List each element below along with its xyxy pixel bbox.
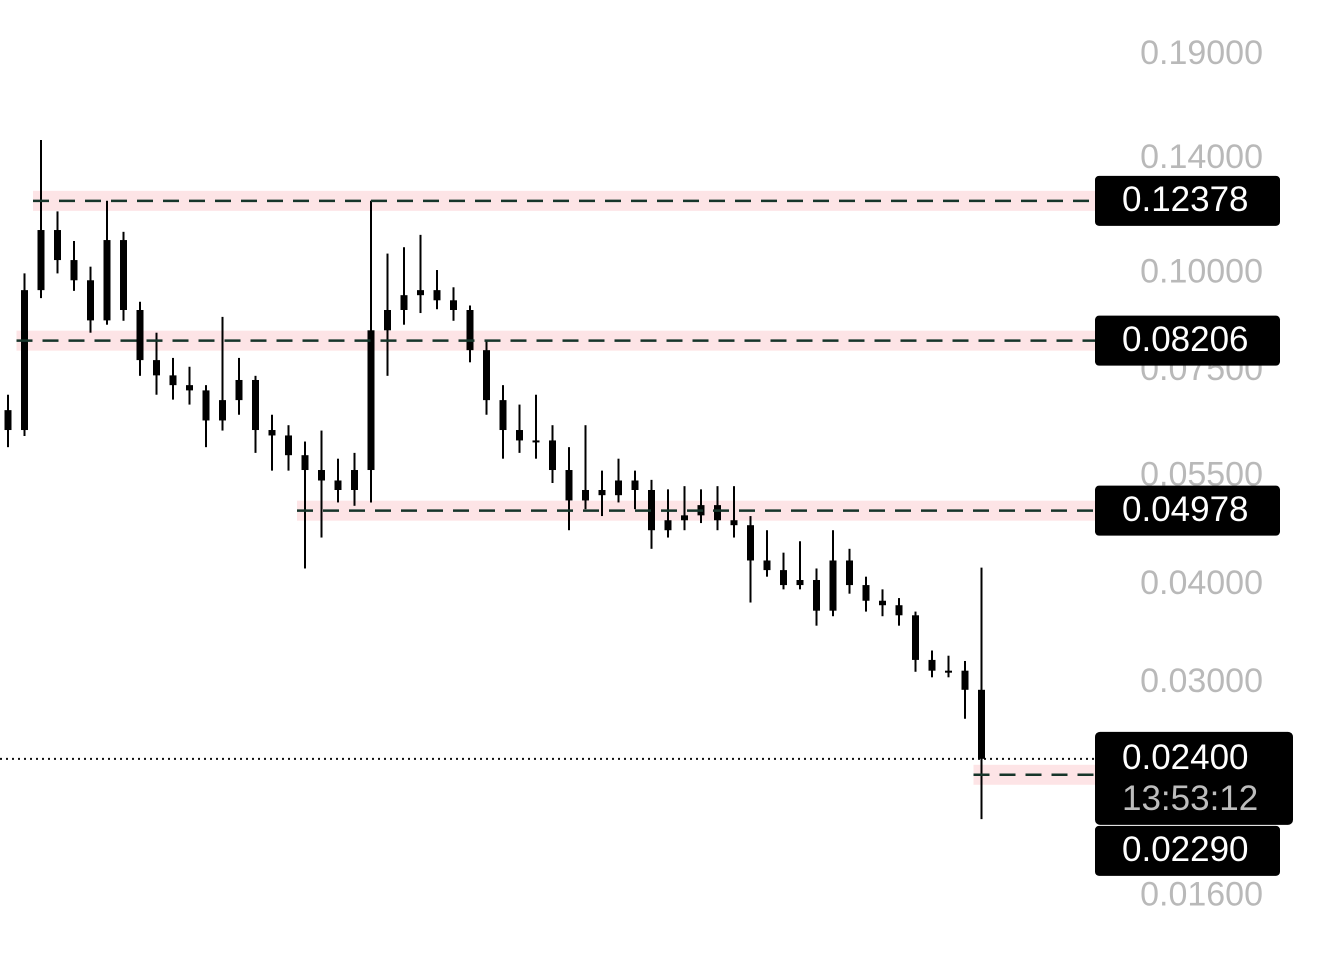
candle-body <box>780 570 787 586</box>
price-label: 0.08206 <box>1122 320 1249 359</box>
candle-body <box>598 489 606 496</box>
price-label-box <box>1095 315 1280 366</box>
candle-body <box>582 489 589 501</box>
candle-body <box>846 560 853 586</box>
price-label-box <box>1095 175 1280 226</box>
price-label: 0.02290 <box>1122 830 1249 869</box>
candle-body <box>466 309 474 351</box>
candle-body <box>268 430 276 436</box>
y-tick-label: 0.14000 <box>1140 138 1263 176</box>
candle-body <box>103 240 111 321</box>
candle-body <box>499 400 507 431</box>
candle-body <box>829 560 837 611</box>
candle-body <box>169 375 177 386</box>
y-tick-label: 0.10000 <box>1140 252 1263 290</box>
candle-body <box>945 670 952 673</box>
candle-body <box>70 260 78 281</box>
candle-body <box>747 525 754 561</box>
candle-body <box>285 435 292 456</box>
candle-body <box>21 290 28 431</box>
last-price-label: 0.02400 <box>1122 738 1249 777</box>
candle-body <box>813 580 820 611</box>
candle-body <box>4 410 12 431</box>
candle-body <box>516 430 523 441</box>
price-label: 0.12378 <box>1122 180 1249 219</box>
y-tick-label: 0.04000 <box>1140 564 1263 602</box>
candle-body <box>879 600 886 606</box>
candle-body <box>796 580 804 586</box>
candle-body <box>400 295 408 310</box>
candle-body <box>681 515 688 521</box>
candle-body <box>648 489 655 531</box>
countdown: 13:53:12 <box>1122 779 1258 818</box>
candle-body <box>301 455 309 471</box>
candle-body <box>417 290 424 296</box>
price-label-box <box>1095 485 1280 536</box>
candle-body <box>928 659 936 671</box>
candle-body <box>120 240 127 310</box>
price-label-box <box>1095 825 1280 876</box>
candle-body <box>763 560 771 571</box>
y-tick-label: 0.03000 <box>1140 662 1263 700</box>
candle-body <box>895 605 903 616</box>
candle-body <box>318 470 325 481</box>
y-tick-label: 0.01600 <box>1140 876 1263 914</box>
price-band <box>16 330 1095 351</box>
candle-body <box>54 230 61 261</box>
candle-body <box>961 670 969 690</box>
candle-body <box>664 520 672 531</box>
candle-body <box>978 689 985 759</box>
candle-body <box>367 330 375 471</box>
candle-body <box>384 309 391 331</box>
candle-body <box>532 440 540 443</box>
candle-body <box>631 480 639 490</box>
candle-body <box>450 300 457 310</box>
candle-body <box>235 379 243 401</box>
candle-body <box>37 230 45 291</box>
candle-body <box>549 440 556 471</box>
candle-body <box>730 520 738 526</box>
candle-body <box>186 385 193 391</box>
candle-body <box>565 470 573 501</box>
candle-body <box>219 400 226 421</box>
candle-body <box>714 505 721 521</box>
candle-body <box>87 280 94 321</box>
candle-body <box>136 309 144 361</box>
candle-body <box>483 350 490 401</box>
y-tick-label: 0.19000 <box>1140 34 1263 72</box>
candle-body <box>202 390 210 421</box>
candle-body <box>912 615 919 660</box>
last-price-box <box>1095 731 1293 825</box>
candle-body <box>351 470 358 490</box>
candle-body <box>252 379 259 431</box>
candle-body <box>153 360 160 376</box>
price-label: 0.04978 <box>1122 490 1249 529</box>
candle-body <box>334 480 342 490</box>
candle-body <box>862 585 870 601</box>
candle-body <box>615 480 622 496</box>
candle-body <box>433 290 441 301</box>
